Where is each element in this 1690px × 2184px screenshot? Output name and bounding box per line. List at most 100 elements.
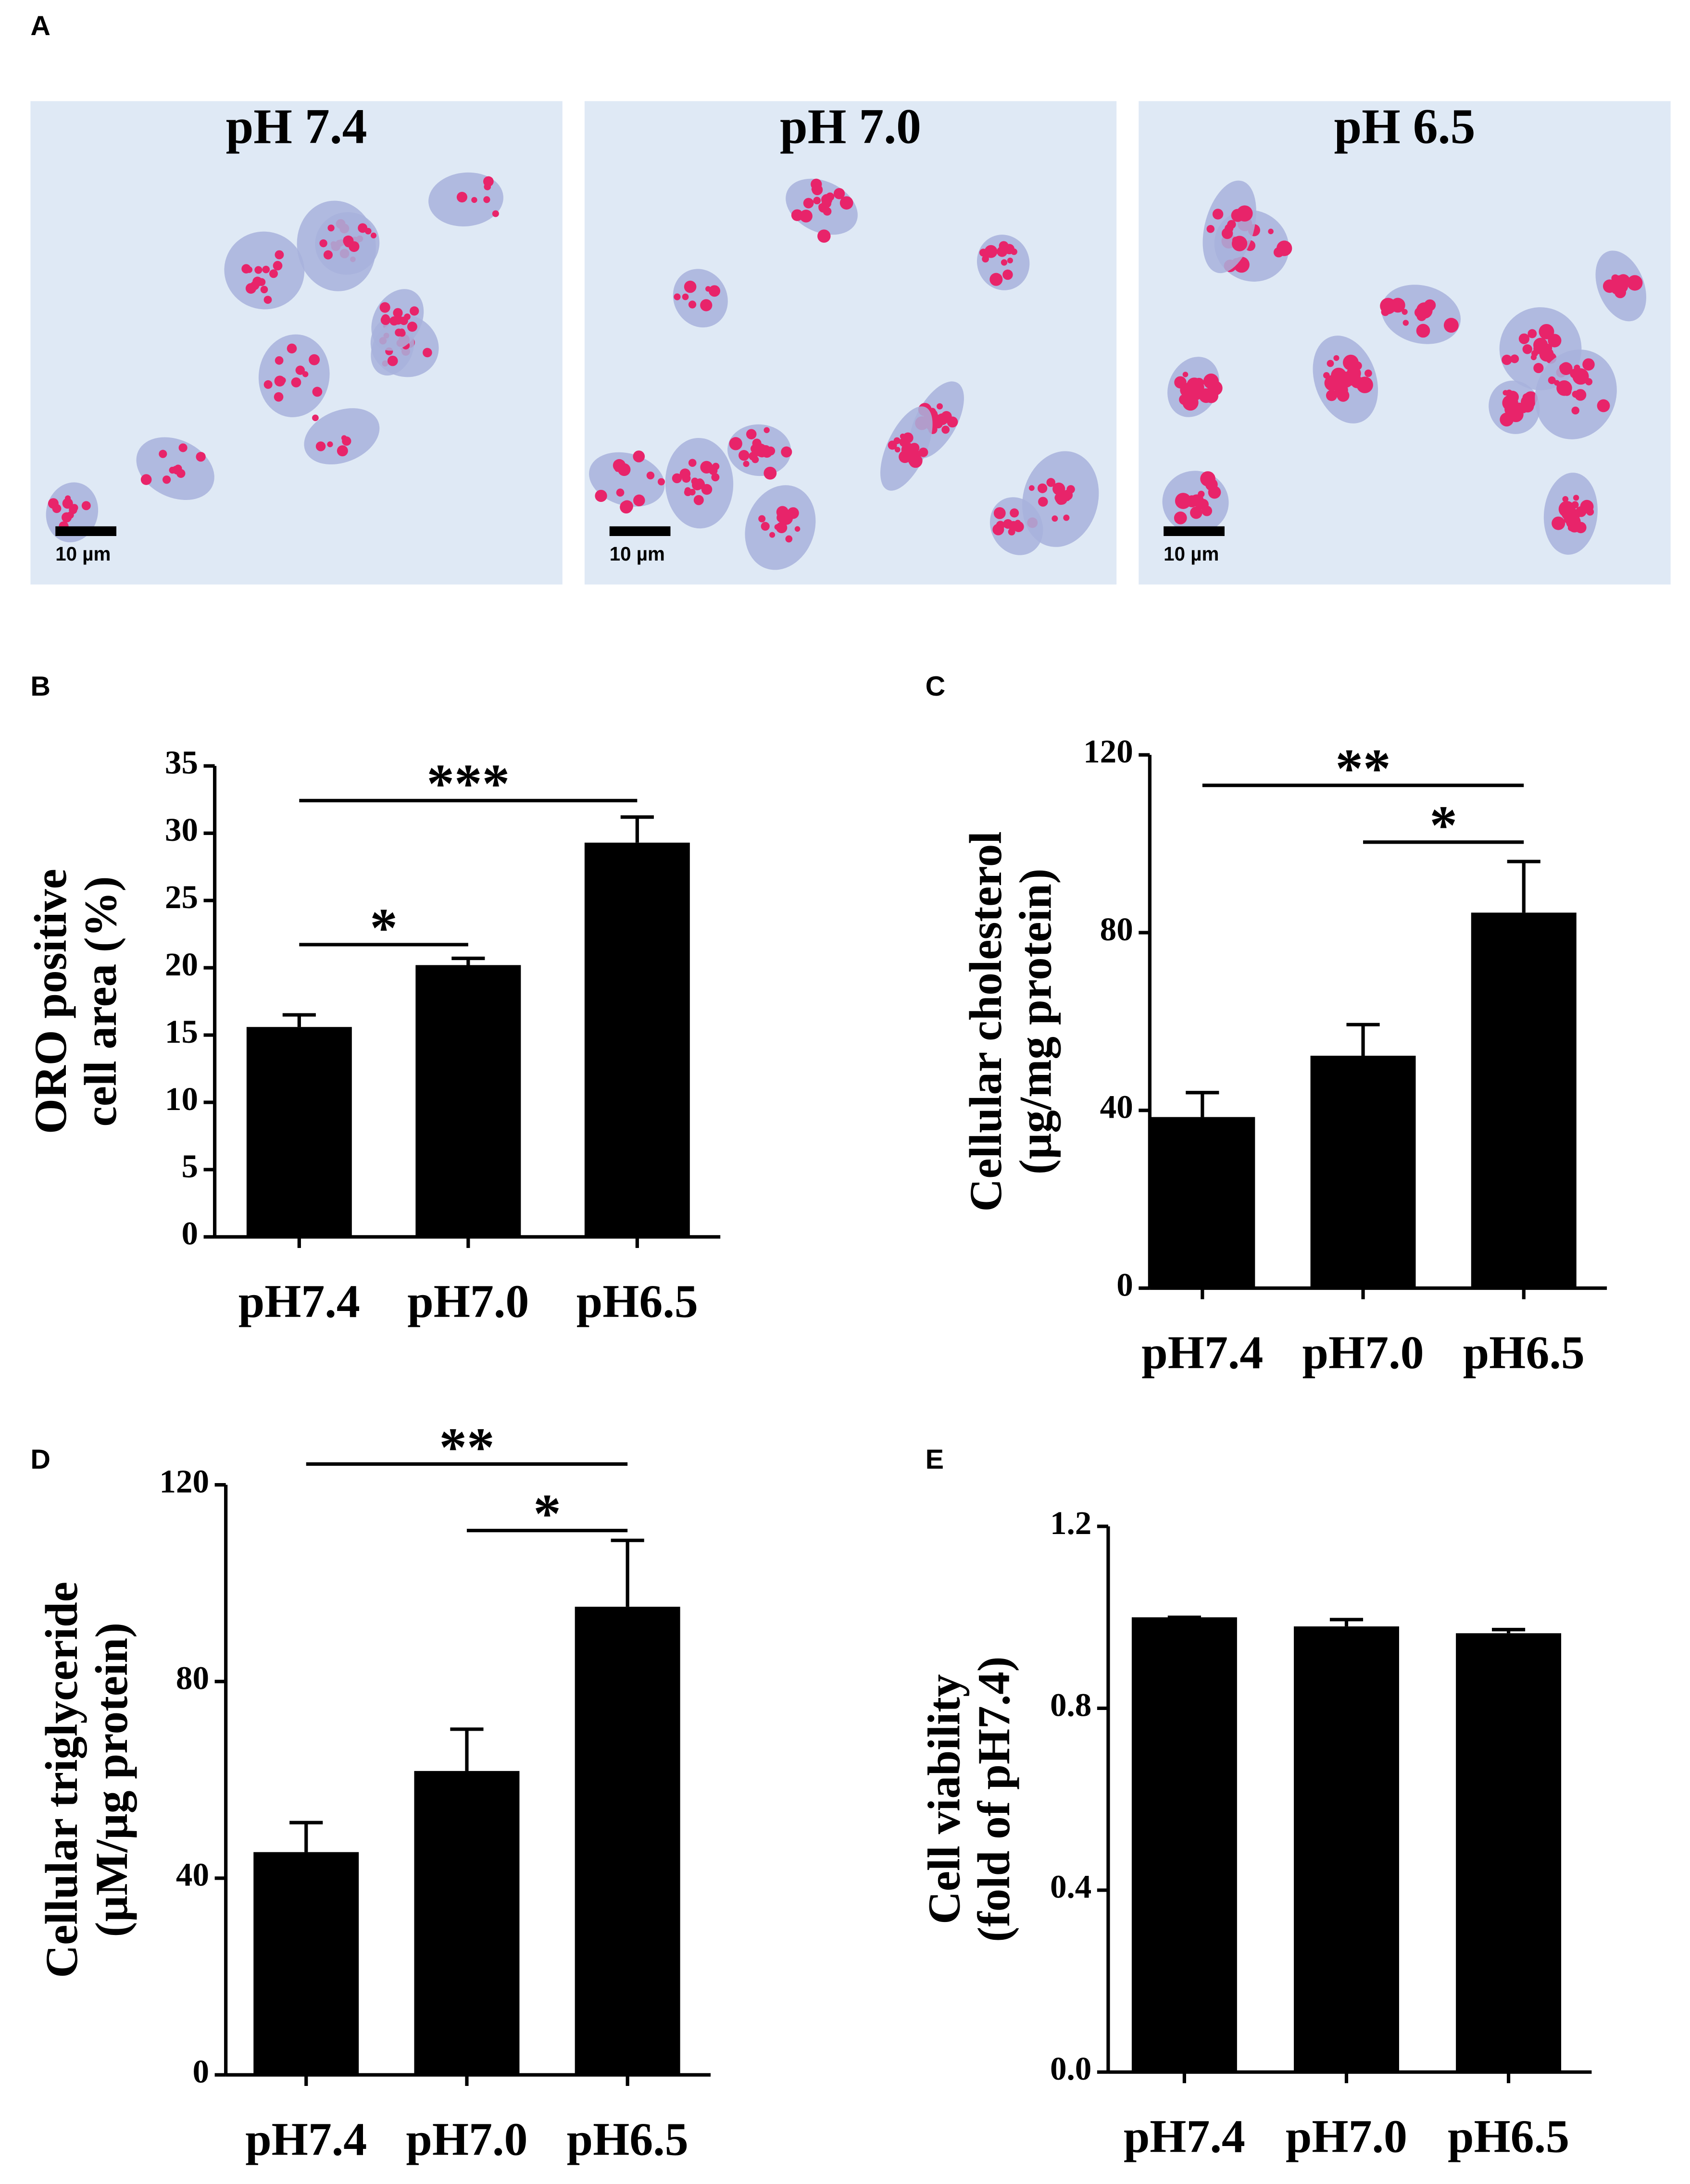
x-tick-label: pH6.5 bbox=[567, 2114, 689, 2166]
lipid-droplet bbox=[1510, 354, 1519, 363]
lipid-droplet bbox=[1522, 393, 1530, 401]
lipid-droplet bbox=[1347, 356, 1357, 367]
y-tick-label: 40 bbox=[1100, 1088, 1133, 1125]
lipid-droplet bbox=[894, 447, 901, 453]
lipid-droplet bbox=[262, 265, 270, 274]
bar bbox=[1150, 1117, 1255, 1288]
y-tick-label: 35 bbox=[165, 744, 198, 781]
lipid-droplet bbox=[700, 299, 713, 312]
lipid-droplet bbox=[319, 239, 327, 248]
lipid-droplet bbox=[1582, 358, 1595, 371]
lipid-droplet bbox=[1207, 380, 1223, 396]
lipid-droplet bbox=[692, 479, 703, 491]
lipid-droplet bbox=[1602, 279, 1616, 293]
lipid-droplet bbox=[275, 356, 284, 365]
lipid-droplet bbox=[684, 487, 691, 494]
lipid-droplet bbox=[1559, 362, 1573, 375]
lipid-droplet bbox=[1552, 516, 1565, 530]
lipid-droplet bbox=[1231, 209, 1244, 222]
lipid-droplet bbox=[901, 444, 913, 455]
lipid-droplet bbox=[254, 266, 263, 274]
lipid-droplet bbox=[982, 255, 989, 262]
y-axis-label: (µM/µg protein) bbox=[86, 1622, 137, 1937]
lipid-droplet bbox=[817, 229, 831, 243]
lipid-droplet bbox=[309, 354, 320, 365]
x-tick-label: pH7.0 bbox=[1302, 1327, 1424, 1379]
y-tick-label: 25 bbox=[165, 878, 198, 915]
micrograph-label: pH 6.5 bbox=[1334, 100, 1476, 154]
lipid-droplet bbox=[323, 250, 333, 260]
lipid-droplet bbox=[169, 466, 176, 474]
lipid-droplet bbox=[776, 522, 788, 534]
bar bbox=[584, 842, 690, 1237]
lipid-droplet bbox=[781, 446, 792, 458]
lipid-droplet bbox=[295, 365, 305, 375]
lipid-droplet bbox=[709, 466, 718, 475]
lipid-droplet bbox=[785, 535, 793, 543]
lipid-droplet bbox=[407, 322, 417, 332]
lipid-droplet bbox=[1502, 395, 1518, 411]
significance-label: * bbox=[533, 1483, 561, 1544]
lipid-droplet bbox=[758, 515, 766, 523]
lipid-droplet bbox=[312, 387, 323, 397]
micrograph: pH 7.0 10 µm bbox=[584, 100, 1117, 585]
lipid-droplet bbox=[483, 196, 490, 203]
y-tick-label: 0.8 bbox=[1050, 1686, 1091, 1723]
x-tick-label: pH6.5 bbox=[576, 1275, 698, 1327]
lipid-droplet bbox=[393, 308, 403, 318]
lipid-droplet bbox=[381, 314, 390, 323]
lipid-droplet bbox=[1580, 499, 1594, 513]
y-axis-label: Cellular cholesterol bbox=[960, 831, 1011, 1211]
lipid-droplet bbox=[930, 412, 939, 421]
lipid-droplet bbox=[241, 264, 251, 274]
lipid-droplet bbox=[1327, 360, 1334, 367]
lipid-droplet bbox=[395, 328, 403, 337]
lipid-droplet bbox=[1574, 364, 1580, 371]
y-tick-label: 1.2 bbox=[1050, 1504, 1091, 1541]
lipid-droplet bbox=[684, 280, 697, 293]
bar bbox=[246, 1027, 352, 1237]
lipid-droplet bbox=[387, 355, 398, 366]
lipid-droplet bbox=[888, 440, 897, 450]
y-axis-label: Cell viability bbox=[918, 1674, 969, 1924]
lipid-droplet bbox=[1038, 497, 1048, 507]
lipid-droplet bbox=[342, 436, 351, 446]
lipid-droplet bbox=[1502, 390, 1509, 396]
lipid-droplet bbox=[1010, 508, 1019, 518]
lipid-droplet bbox=[1548, 334, 1562, 348]
lipid-droplet bbox=[779, 512, 793, 525]
lipid-droplet bbox=[1268, 228, 1274, 235]
lipid-droplet bbox=[761, 522, 770, 531]
lipid-droplet bbox=[1062, 489, 1073, 500]
lipid-droplet bbox=[1046, 478, 1056, 487]
lipid-droplet bbox=[989, 273, 1003, 286]
lipid-droplet bbox=[48, 498, 59, 509]
lipid-droplet bbox=[757, 446, 765, 454]
lipid-droplet bbox=[1206, 225, 1215, 233]
y-tick-label: 80 bbox=[1100, 911, 1133, 948]
bar bbox=[1471, 912, 1577, 1288]
x-tick-label: pH7.4 bbox=[245, 2114, 367, 2166]
lipid-droplet bbox=[997, 246, 1008, 257]
lipid-droplet bbox=[1182, 372, 1189, 377]
lipid-droplet bbox=[140, 474, 152, 485]
bar bbox=[1131, 1617, 1237, 2072]
lipid-droplet bbox=[1008, 528, 1015, 536]
lipid-droplet bbox=[941, 425, 950, 434]
lipid-droplet bbox=[633, 494, 645, 507]
lipid-droplet bbox=[769, 532, 776, 538]
lipid-droplet bbox=[705, 286, 711, 292]
lipid-droplet bbox=[1333, 355, 1339, 361]
lipid-droplet bbox=[274, 392, 284, 402]
lipid-droplet bbox=[263, 380, 273, 389]
lipid-droplet bbox=[688, 300, 697, 309]
lipid-droplet bbox=[682, 293, 689, 300]
y-axis-label: (fold of pH7.4) bbox=[968, 1657, 1019, 1942]
lipid-droplet bbox=[1052, 515, 1058, 522]
y-tick-label: 30 bbox=[165, 811, 198, 848]
lipid-droplet bbox=[1568, 519, 1581, 533]
lipid-droplet bbox=[1572, 390, 1579, 398]
scale-bar-label: 10 µm bbox=[610, 543, 665, 565]
